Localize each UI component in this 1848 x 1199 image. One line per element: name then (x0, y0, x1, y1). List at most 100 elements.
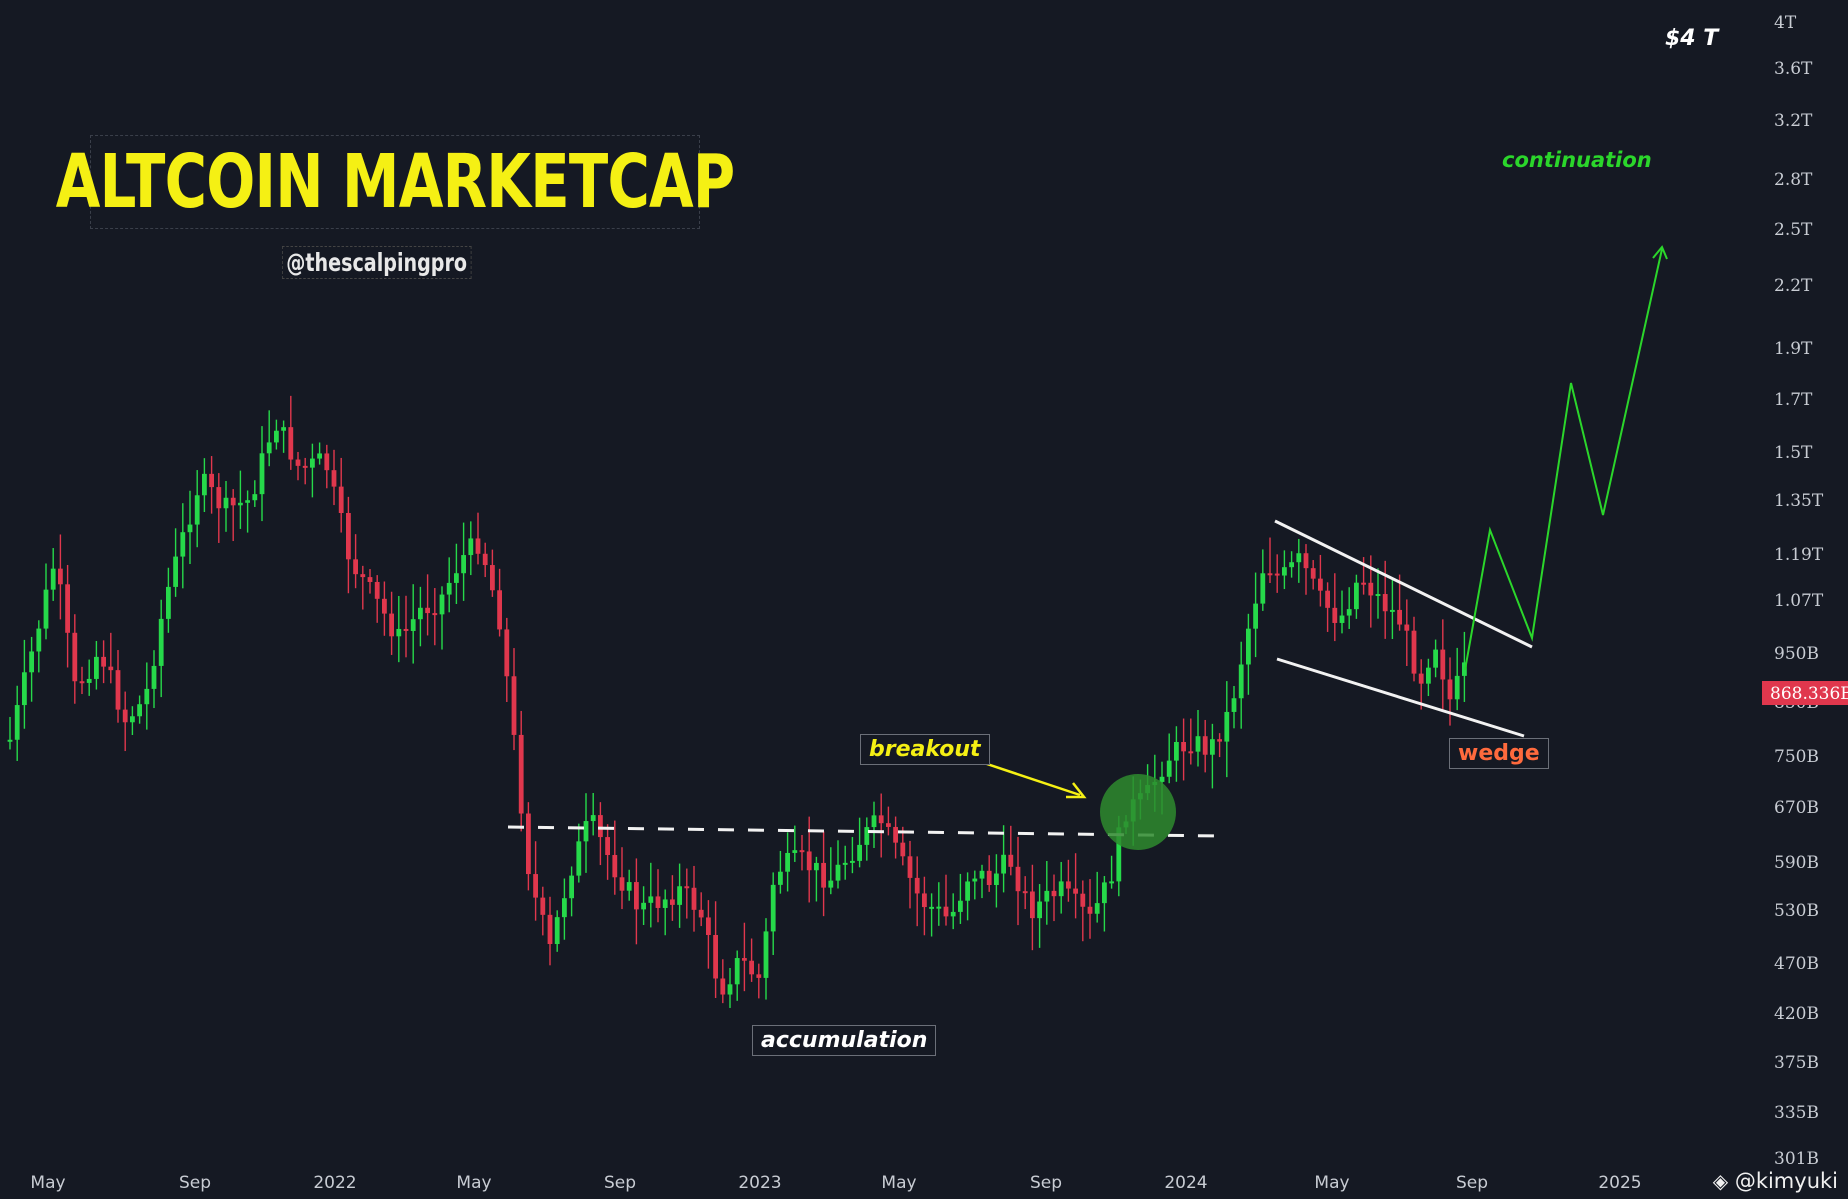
candle-body (763, 931, 769, 978)
candle-body (238, 502, 243, 506)
candle-body (43, 589, 49, 629)
x-tick-label: 2024 (1164, 1173, 1207, 1193)
candle-body (1303, 553, 1309, 569)
candle-body (569, 875, 574, 899)
candle-body (1080, 893, 1086, 907)
candle-body (1332, 607, 1338, 623)
candle-body (1210, 739, 1215, 755)
binance-logo-icon: ◈ (1712, 1169, 1729, 1193)
x-tick-label: Sep (179, 1173, 211, 1193)
candle-body (266, 442, 272, 454)
candle-body (310, 458, 315, 468)
candle-body (166, 586, 171, 619)
candle-body (7, 739, 13, 742)
candle-body (907, 856, 913, 878)
candle-body (216, 487, 222, 509)
candle-body (158, 618, 164, 666)
candle-body (317, 453, 322, 459)
y-tick-label: 1.19T (1774, 545, 1824, 565)
candle-body (1102, 882, 1107, 904)
candle-body (770, 884, 776, 932)
candle-body (1382, 594, 1388, 612)
y-tick-label: 2.2T (1774, 276, 1813, 296)
y-tick-label: 530B (1774, 901, 1819, 921)
candle-body (245, 500, 250, 503)
candle-body (590, 815, 596, 822)
candle-body (1346, 609, 1352, 616)
candle-body (410, 619, 416, 631)
candle-body (1174, 741, 1179, 761)
y-tick-label: 1.07T (1774, 591, 1824, 611)
x-tick-label: May (30, 1173, 65, 1193)
candle-body (180, 532, 186, 557)
x-tick-label: May (1314, 1173, 1349, 1193)
candle-body (1094, 903, 1100, 914)
candle-body (698, 909, 704, 918)
candle-body (979, 870, 985, 879)
candle-body (684, 886, 690, 889)
candle-body (1066, 881, 1071, 889)
candle-body (835, 864, 841, 881)
candle-body (1447, 679, 1453, 700)
candles (7, 395, 1467, 1008)
candle-body (655, 896, 661, 908)
candle-body (302, 465, 308, 468)
candle-body (151, 665, 157, 689)
candle-body (1426, 667, 1431, 684)
candle-body (281, 427, 286, 431)
candle-body (338, 486, 344, 514)
candle-body (389, 613, 394, 637)
y-axis: 4T 3.6T 3.2T 2.8T 2.5T 2.2T 1.9T 1.7T 1.5T 1.35T 1… (1774, 13, 1824, 1169)
candle-body (605, 837, 610, 856)
x-axis: May Sep 2022 May Sep 2023 May Sep 2024 May Sep 2025 (30, 1173, 1641, 1193)
candle-body (374, 581, 380, 599)
candle-body (1015, 866, 1021, 892)
candle-body (821, 862, 826, 888)
candle-body (194, 495, 200, 525)
candle-body (324, 453, 330, 471)
candle-body (583, 821, 589, 842)
candle-body (1325, 590, 1330, 608)
candle-body (108, 666, 114, 671)
candle-body (1454, 675, 1460, 700)
x-tick-label: May (456, 1173, 491, 1193)
candle-body (1008, 854, 1014, 867)
candle-body (670, 899, 675, 905)
candle-body (50, 568, 56, 590)
y-tick-label: 420B (1774, 1004, 1819, 1024)
candle-body (1318, 578, 1323, 591)
candle-body (929, 906, 934, 909)
candle-body (626, 882, 632, 891)
candle-body (403, 628, 409, 631)
candle-body (871, 815, 877, 828)
candle-body (367, 577, 373, 582)
candle-body (115, 670, 121, 710)
candle-body (720, 978, 726, 995)
candle-body (122, 709, 128, 723)
candle-body (886, 823, 891, 827)
candle-body (202, 473, 207, 496)
y-tick-label: 750B (1774, 747, 1819, 767)
continuation-path (1464, 248, 1663, 671)
candle-body (274, 430, 279, 443)
candle-body (58, 568, 63, 585)
candle-body (101, 656, 106, 667)
candle-body (511, 676, 517, 735)
y-tick-label: 950B (1774, 644, 1819, 664)
candle-body (1354, 582, 1359, 610)
candle-body (756, 974, 762, 978)
y-tick-label: 1.7T (1774, 390, 1813, 410)
y-tick-label: 670B (1774, 798, 1819, 818)
candle-body (1274, 573, 1280, 576)
candle-body (677, 886, 682, 905)
candle-body (432, 613, 438, 616)
x-tick-label: Sep (1456, 1173, 1488, 1193)
candle-body (734, 958, 740, 985)
y-tick-label: 301B (1774, 1149, 1819, 1169)
candle-body (785, 852, 790, 872)
candle-body (1411, 630, 1417, 674)
candle-body (130, 716, 135, 723)
candle-body (79, 681, 85, 684)
candle-body (482, 553, 488, 566)
x-tick-label: 2023 (738, 1173, 781, 1193)
